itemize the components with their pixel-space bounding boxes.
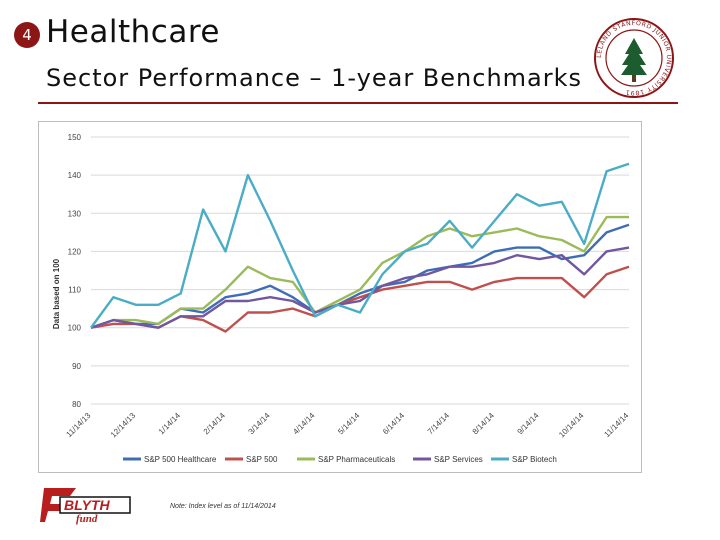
series-line-4: [90, 162, 630, 329]
y-tick-label: 130: [68, 209, 82, 218]
chart-grid: [91, 136, 629, 405]
x-tick-label: 2/14/14: [202, 411, 228, 437]
y-tick-label: 90: [72, 362, 81, 371]
stanford-seal-logo: LELAND STANFORD JUNIOR UNIVERSITY 1891: [594, 18, 674, 98]
slide-number-badge: 4: [14, 22, 40, 48]
x-tick-label: 1/14/14: [157, 411, 183, 437]
y-tick-label: 110: [68, 286, 81, 295]
y-tick-label: 150: [68, 133, 82, 142]
chart-frame: 80 90 100 110 120 130 140 150 11/14/13 12/14/13 1…: [38, 121, 642, 473]
svg-text:fund: fund: [76, 513, 98, 525]
x-tick-label: 6/14/14: [381, 411, 407, 437]
x-tick-label: 8/14/14: [471, 411, 497, 437]
title-divider: [38, 102, 678, 104]
x-tick-label: 4/14/14: [291, 411, 317, 437]
chart-series: [90, 162, 630, 333]
x-tick-label: 11/14/14: [602, 411, 630, 439]
x-tick-label: 12/14/13: [109, 411, 138, 440]
slide-title: Healthcare: [46, 14, 220, 50]
x-axis-ticks: 11/14/13 12/14/13 1/14/14 2/14/14 3/14/14 4/1…: [64, 411, 630, 440]
legend-label: S&P Services: [434, 455, 483, 464]
y-tick-label: 120: [68, 247, 82, 256]
legend-label: S&P 500 Healthcare: [144, 455, 217, 464]
x-tick-label: 11/14/13: [64, 411, 92, 439]
x-tick-label: 9/14/14: [516, 411, 542, 437]
series-line-2: [90, 215, 629, 329]
y-axis-label: Data based on 100: [52, 258, 61, 329]
x-tick-label: 3/14/14: [247, 411, 273, 437]
slide-subtitle: Sector Performance – 1-year Benchmarks: [46, 64, 583, 92]
chart-legend: S&P 500 Healthcare S&P 500 S&P Pharmaceuti…: [123, 455, 557, 464]
svg-text:BLYTH: BLYTH: [64, 497, 111, 513]
x-tick-label: 5/14/14: [336, 411, 362, 437]
footnote: Note: Index level as of 11/14/2014: [170, 503, 276, 510]
y-tick-label: 140: [68, 171, 82, 180]
legend-label: S&P Biotech: [512, 455, 557, 464]
x-tick-label: 7/14/14: [426, 411, 452, 437]
blyth-fund-logo: BLYTH fund: [40, 488, 131, 525]
x-tick-label: 10/14/14: [557, 411, 586, 440]
series-line-3: [90, 246, 630, 329]
y-tick-label: 80: [72, 400, 81, 409]
legend-label: S&P Pharmaceuticals: [318, 455, 395, 464]
legend-label: S&P 500: [246, 455, 278, 464]
y-tick-label: 100: [68, 324, 82, 333]
y-axis-ticks: 80 90 100 110 120 130 140 150: [68, 133, 82, 409]
